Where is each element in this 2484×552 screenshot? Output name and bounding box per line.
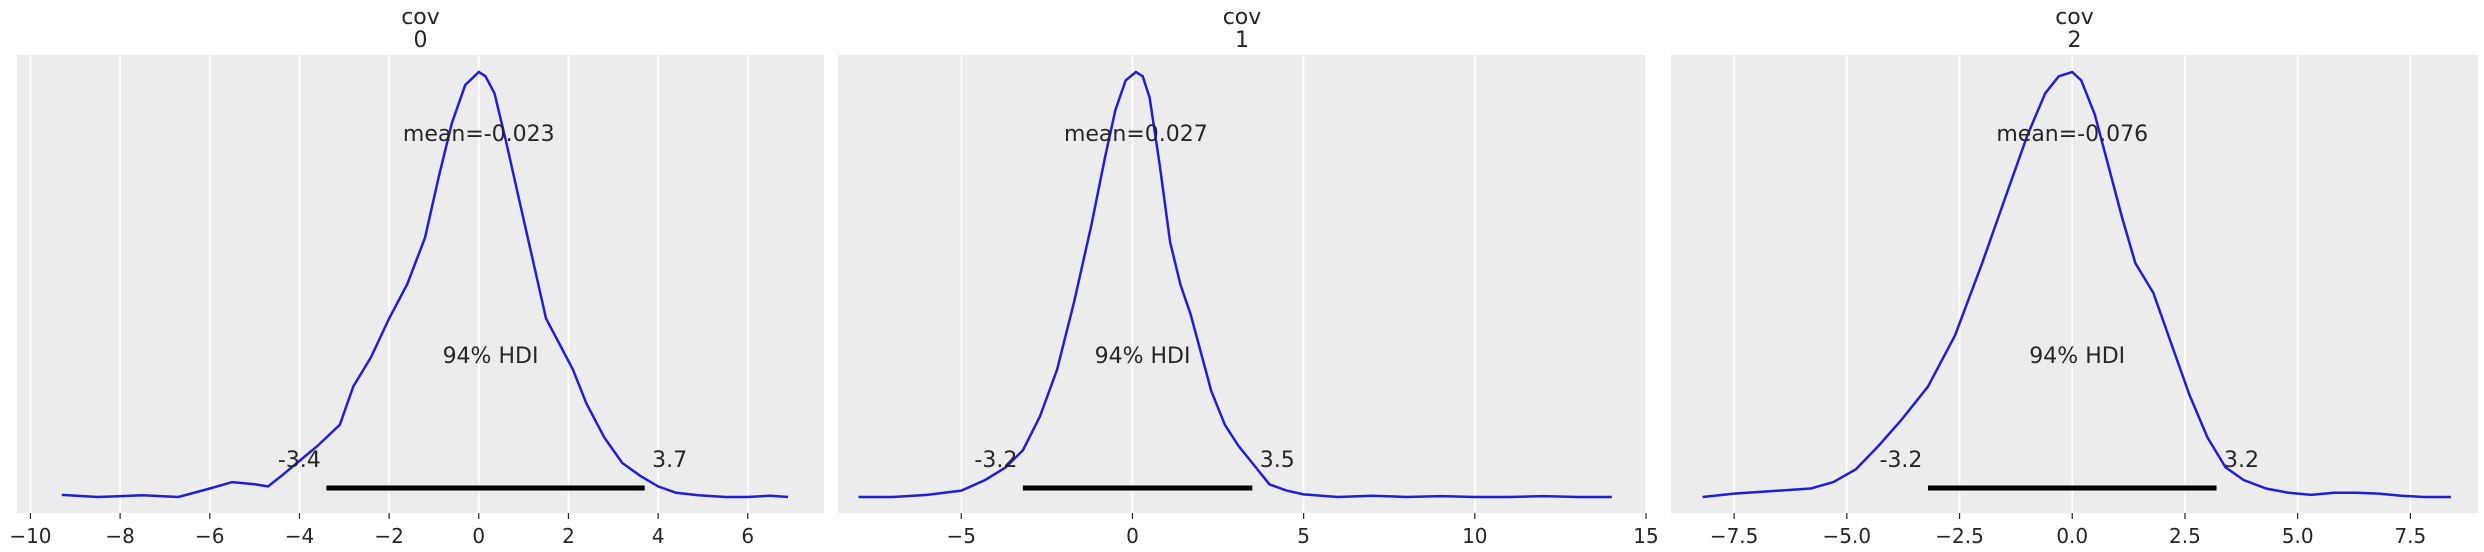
x-tick-label: 10: [1462, 524, 1487, 548]
x-tick-label: −10: [9, 524, 51, 548]
hdi-label: 94% HDI: [1095, 344, 1191, 369]
x-tick-label: −8: [105, 524, 134, 548]
x-grid: [1733, 55, 2412, 513]
x-tick-label: −4: [285, 524, 314, 548]
x-tick-label: −2: [374, 524, 403, 548]
x-tick-label: 0.0: [2056, 524, 2088, 548]
panel-title-var: cov: [1223, 5, 1262, 30]
x-tick-label: 4: [652, 524, 665, 548]
x-tick-label: 15: [1633, 524, 1658, 548]
hdi-upper-label: 3.5: [1260, 448, 1295, 473]
kde-line: [1702, 70, 2451, 499]
x-tick-label: 7.5: [2394, 524, 2426, 548]
x-grid: [29, 55, 749, 513]
plot-area: [838, 55, 1646, 513]
mean-label: mean=0.027: [1064, 122, 1208, 147]
hdi-lower-label: -3.2: [974, 448, 1017, 473]
x-axis-ticks: −7.5 −5.0 −2.5 0.0 2.5 5.0 7.5: [1710, 513, 2426, 548]
x-tick-label: 5: [1297, 524, 1310, 548]
x-tick-label: 2.5: [2169, 524, 2201, 548]
plot-area: [1671, 55, 2478, 513]
x-grid: [960, 55, 1647, 513]
panel-cov-1: cov 1 mean=0.027 94% HDI -3.2 3.5 −5 0 5 10…: [838, 5, 1659, 548]
x-tick-label: −6: [195, 524, 224, 548]
x-tick-label: −7.5: [1710, 524, 1759, 548]
mean-label: mean=-0.076: [1996, 122, 2148, 147]
hdi-lower-label: -3.2: [1880, 448, 1923, 473]
hdi-label: 94% HDI: [2029, 344, 2125, 369]
hdi-upper-label: 3.2: [2224, 448, 2259, 473]
panel-title-var: cov: [2055, 5, 2094, 30]
x-tick-label: 0: [1126, 524, 1139, 548]
panel-title-index: 0: [414, 28, 428, 53]
x-axis-ticks: −5 0 5 10 15: [947, 513, 1659, 548]
panel-title-var: cov: [401, 5, 440, 30]
x-tick-label: −5: [947, 524, 976, 548]
plot-area: [17, 55, 824, 513]
mean-label: mean=-0.023: [403, 122, 555, 147]
panel-cov-2: cov 2 mean=-0.076 94% HDI -3.2 3.2 −7.5−…: [1671, 5, 2478, 548]
x-tick-label: 0: [472, 524, 485, 548]
panel-cov-0: cov 0 mean=-0.023 94% HDI -3.4 3.7 −10 −8…: [9, 5, 824, 548]
x-axis-ticks: −10 −8 −6 −4 −2 0 2 4 6: [9, 513, 754, 548]
x-tick-label: 5.0: [2282, 524, 2314, 548]
hdi-label: 94% HDI: [443, 344, 539, 369]
x-tick-label: −5.0: [1823, 524, 1872, 548]
kde-line: [858, 70, 1612, 499]
hdi-upper-label: 3.7: [652, 448, 687, 473]
panel-title-index: 1: [1235, 28, 1249, 53]
x-tick-label: −2.5: [1935, 524, 1984, 548]
hdi-lower-label: -3.4: [278, 448, 321, 473]
kde-line: [61, 70, 789, 499]
x-tick-label: 6: [741, 524, 754, 548]
panel-title-index: 2: [2068, 28, 2082, 53]
x-tick-label: 2: [562, 524, 575, 548]
